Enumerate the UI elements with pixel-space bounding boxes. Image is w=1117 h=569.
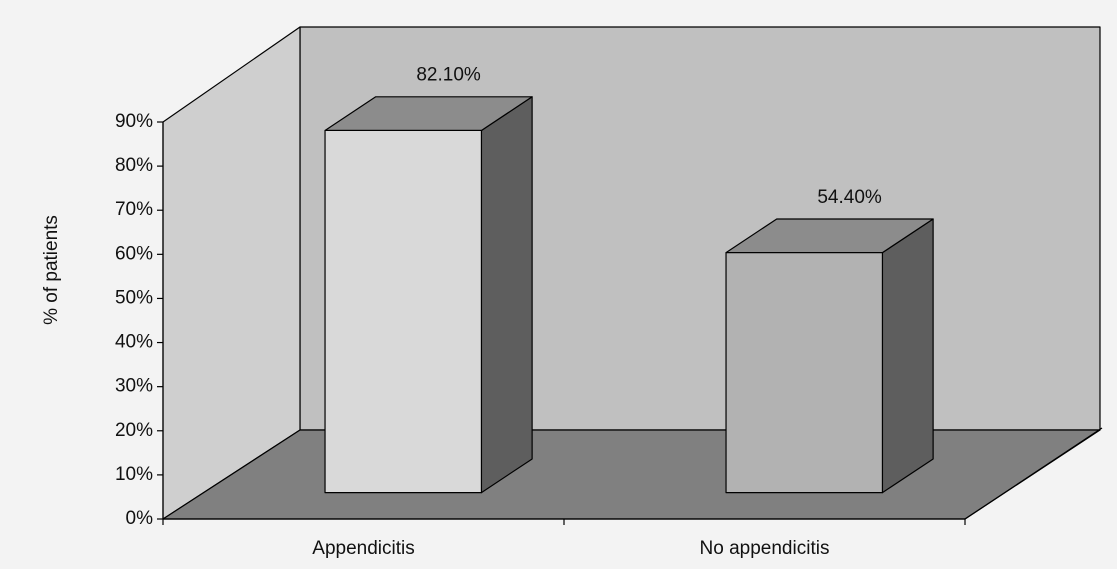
x-axis-depth <box>964 427 1103 520</box>
y-tick-label: 80% <box>115 155 153 176</box>
y-tick-label: 60% <box>115 243 153 264</box>
bar-front <box>725 252 884 494</box>
y-tick-label: 20% <box>115 420 153 441</box>
bar-side <box>480 96 533 494</box>
value-label: 54.40% <box>817 187 882 208</box>
x-tick-label: Appendicitis <box>312 538 414 559</box>
y-tick-label: 30% <box>115 376 153 397</box>
bar <box>725 218 934 494</box>
bar <box>324 96 533 494</box>
y-tick-label: 0% <box>126 508 154 529</box>
y-tick-label: 10% <box>115 464 153 485</box>
y-axis-label: % of patients <box>41 215 62 325</box>
bar-front <box>324 129 483 494</box>
y-tick-label: 50% <box>115 287 153 308</box>
y-tick-label: 40% <box>115 332 153 353</box>
bar-side <box>881 218 934 494</box>
y-tick-label: 70% <box>115 199 153 220</box>
value-label: 82.10% <box>416 65 481 86</box>
y-tick-label: 90% <box>115 111 153 132</box>
x-tick-label: No appendicitis <box>700 538 830 559</box>
floor <box>162 429 1101 520</box>
